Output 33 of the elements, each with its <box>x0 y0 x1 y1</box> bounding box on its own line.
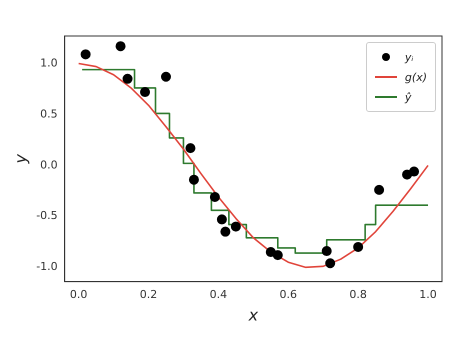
point <box>116 41 126 52</box>
y-axis-title: y <box>10 154 30 165</box>
x-tick-label: 0.4 <box>210 288 228 302</box>
point <box>220 226 230 237</box>
x-tick-label: 0.8 <box>349 288 367 302</box>
point <box>122 74 133 84</box>
point <box>216 214 227 224</box>
point <box>272 250 283 260</box>
point <box>80 49 91 60</box>
point <box>374 184 384 195</box>
x-axis-title: x <box>248 306 259 325</box>
point <box>140 87 150 98</box>
x-tick-label: 0.0 <box>70 288 88 302</box>
y-tick-label: -0.5 <box>36 209 58 222</box>
point <box>230 222 241 232</box>
x-tick-label: 0.2 <box>140 288 158 302</box>
x-tick-label: 1.0 <box>419 288 437 302</box>
y-tick-label: 0.5 <box>40 107 58 120</box>
y-tick-label: -1.0 <box>36 260 58 274</box>
legend-label: ŷ <box>404 90 412 104</box>
point <box>409 166 420 177</box>
x-tick-label: 0.6 <box>280 288 298 302</box>
point <box>185 143 196 154</box>
legend-label: g(x) <box>404 70 427 84</box>
point <box>188 174 199 185</box>
legend-label: yᵢ <box>404 50 414 64</box>
point <box>353 242 364 252</box>
point <box>322 246 332 256</box>
y-tick-label: 0.0 <box>40 158 58 172</box>
point <box>160 72 171 82</box>
point <box>210 192 220 202</box>
y-tick-label: 1.0 <box>40 56 58 70</box>
point <box>325 258 336 268</box>
